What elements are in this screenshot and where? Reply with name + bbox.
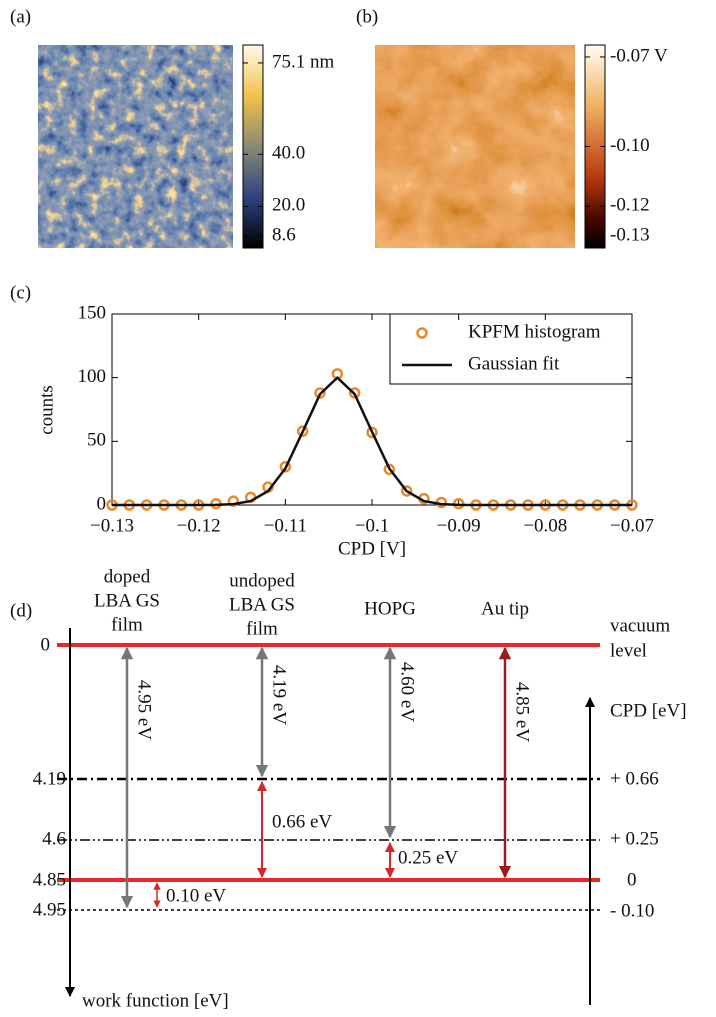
y-tick-label: 150 bbox=[78, 302, 107, 323]
topography-image bbox=[38, 45, 233, 248]
arrow-label: 4.19 eV bbox=[269, 665, 290, 725]
x-tick-label: −0.13 bbox=[90, 515, 134, 536]
colorbar-label: 20.0 bbox=[272, 195, 305, 216]
arrow-label: 4.60 eV bbox=[397, 662, 418, 722]
column-header: LBA GS bbox=[94, 590, 160, 611]
x-tick-label: −0.09 bbox=[437, 515, 481, 536]
x-tick-label: −0.08 bbox=[523, 515, 567, 536]
colorbar-label: -0.12 bbox=[610, 195, 650, 216]
energy-diagram: (d) doped LBA GS film undoped LBA GS fil… bbox=[10, 566, 687, 1011]
y-tick-label: 100 bbox=[78, 366, 107, 387]
legend-marker bbox=[416, 327, 428, 339]
column-header: film bbox=[246, 618, 278, 639]
data-point bbox=[296, 425, 309, 437]
arrow-label: 4.85 eV bbox=[512, 682, 533, 742]
colorbar-label: 8.6 bbox=[272, 224, 296, 245]
arrow-label: 0.10 eV bbox=[166, 885, 226, 906]
level-label: 0 bbox=[41, 634, 51, 655]
column-header: LBA GS bbox=[229, 594, 295, 615]
colorbar-label: -0.13 bbox=[610, 224, 650, 245]
data-point bbox=[279, 461, 292, 473]
level-label: 4.85 bbox=[33, 869, 66, 890]
y-tick-label: 0 bbox=[97, 493, 107, 514]
colorbar-label: 40.0 bbox=[272, 143, 305, 164]
work-function-axis-label: work function [eV] bbox=[82, 990, 229, 1011]
data-point bbox=[383, 463, 396, 476]
x-tick-label: −0.12 bbox=[177, 515, 221, 536]
data-point bbox=[314, 387, 326, 399]
level-label: 4.95 bbox=[33, 899, 66, 920]
cpd-label: + 0.25 bbox=[610, 828, 659, 849]
y-axis-label: counts bbox=[36, 385, 57, 435]
vacuum-level-label: vacuum bbox=[610, 615, 670, 636]
x-tick-label: −0.1 bbox=[355, 515, 389, 536]
cpd-axis-label: CPD [eV] bbox=[610, 700, 687, 721]
column-header: undoped bbox=[229, 570, 295, 591]
panel-label: (a) bbox=[10, 6, 31, 27]
arrow-label: 0.25 eV bbox=[398, 847, 458, 868]
level-label: 4.6 bbox=[42, 828, 66, 849]
level-label: 4.19 bbox=[33, 768, 66, 789]
colorbar-label: -0.10 bbox=[610, 135, 650, 156]
legend-box bbox=[389, 313, 633, 385]
legend-label: Gaussian fit bbox=[468, 353, 560, 374]
column-header: film bbox=[111, 614, 143, 635]
kpfm-image bbox=[375, 45, 575, 248]
y-tick-label: 50 bbox=[87, 430, 106, 451]
x-tick-label: −0.11 bbox=[264, 515, 307, 536]
x-tick-label: −0.07 bbox=[610, 515, 654, 536]
colorbar-label: 75.1 nm bbox=[272, 51, 335, 72]
fit-line bbox=[112, 375, 632, 507]
data-point bbox=[348, 387, 361, 399]
vacuum-level-label: level bbox=[610, 640, 647, 661]
arrow-label: 0.66 eV bbox=[272, 811, 332, 832]
panel-label: (c) bbox=[10, 282, 31, 303]
column-header: Au tip bbox=[481, 598, 529, 619]
cpd-label: - 0.10 bbox=[610, 900, 654, 921]
panel-label: (b) bbox=[356, 6, 378, 27]
column-header: doped bbox=[104, 566, 151, 587]
data-point bbox=[227, 495, 240, 507]
legend-label: KPFM histogram bbox=[468, 321, 601, 342]
colorbar-label: -0.07 V bbox=[610, 45, 668, 66]
column-header: HOPG bbox=[364, 598, 416, 619]
colorbar bbox=[242, 44, 264, 249]
x-axis-label: CPD [V] bbox=[338, 538, 406, 559]
data-point bbox=[366, 426, 378, 439]
data-point bbox=[400, 485, 413, 497]
cpd-label: + 0.66 bbox=[610, 768, 659, 789]
panel-label: (d) bbox=[10, 600, 32, 621]
cpd-label: 0 bbox=[627, 869, 637, 890]
arrow-label: 4.95 eV bbox=[134, 680, 155, 740]
